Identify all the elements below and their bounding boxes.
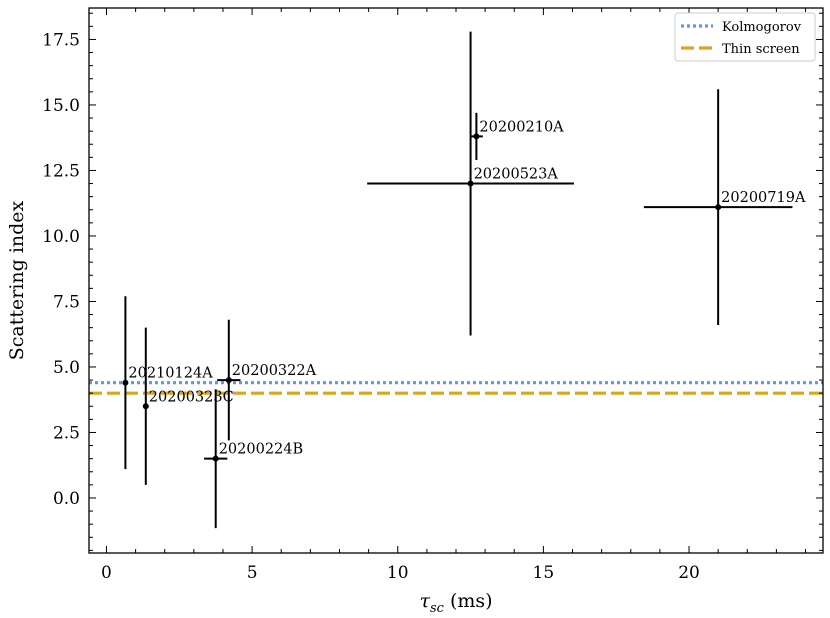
x-axis-subscript: sc (430, 601, 445, 616)
plot-frame (88, 7, 824, 554)
x-tick-label: 5 (247, 563, 258, 583)
y-tick-label: 10.0 (42, 227, 80, 247)
point-labels: 20210124A 20200323C 20200224B 20200322A 2020… (128, 119, 806, 457)
data-points (122, 133, 722, 462)
reference-lines (89, 381, 823, 395)
axis-ticks (89, 8, 823, 553)
legend-label: Thin screen (722, 42, 800, 57)
point-label-20200210A: 20200210A (479, 119, 564, 135)
legend: Kolmogorov Thin screen (674, 12, 816, 62)
point-label-20200523A: 20200523A (474, 167, 559, 183)
point-label-20200323C: 20200323C (149, 389, 234, 405)
x-tick-label: 15 (533, 563, 555, 583)
x-axis-label: τsc (ms) (419, 590, 492, 616)
y-axis-label: Scattering index (6, 200, 28, 360)
y-tick-label: 5.0 (53, 358, 80, 378)
y-tick-label: 12.5 (42, 161, 80, 181)
data-point-20200224B (212, 455, 219, 462)
legend-label: Kolmogorov (722, 20, 802, 35)
y-tick-label: 0.0 (53, 489, 80, 509)
point-label-20200224B: 20200224B (219, 442, 303, 458)
point-label-20210124A: 20210124A (128, 366, 213, 382)
tick-labels: 0 5 10 15 20 0.0 2.5 5.0 7.5 10.0 12.5 15.0 17.5 (42, 30, 700, 583)
y-tick-label: 17.5 (42, 30, 80, 50)
y-tick-label: 7.5 (53, 292, 80, 312)
x-tick-label: 20 (678, 563, 700, 583)
y-tick-label: 15.0 (42, 96, 80, 116)
x-tick-label: 0 (101, 563, 112, 583)
y-tick-label: 2.5 (53, 423, 80, 443)
x-tick-label: 10 (387, 563, 409, 583)
data-point-20210124A (122, 379, 129, 386)
point-label-20200719A: 20200719A (721, 190, 806, 206)
data-point-20200523A (467, 180, 474, 187)
x-axis-symbol: τ (419, 590, 430, 612)
point-label-20200322A: 20200322A (232, 363, 317, 379)
x-axis-unit: (ms) (450, 590, 493, 612)
data-point-20200210A (473, 133, 480, 140)
data-point-20200323C (142, 403, 149, 410)
data-point-20200719A (715, 204, 722, 211)
data-point-20200322A (225, 377, 232, 384)
